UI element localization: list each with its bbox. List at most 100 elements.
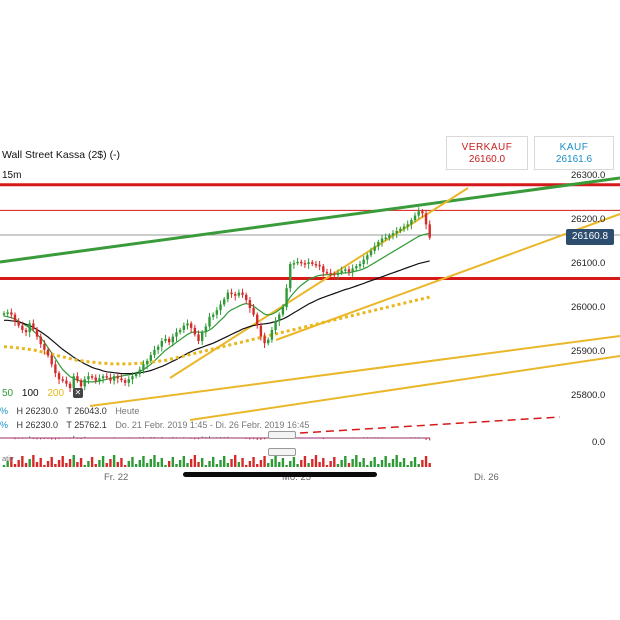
volume-bar bbox=[204, 465, 208, 467]
y-tick-label: 25900.0 bbox=[571, 346, 606, 357]
oscillator-dashed-line bbox=[299, 416, 561, 434]
candle-body bbox=[211, 314, 215, 317]
volume-bar bbox=[358, 462, 362, 467]
candle bbox=[61, 376, 64, 383]
y-tick-label: 25800.0 bbox=[571, 390, 606, 401]
volume-bar bbox=[101, 456, 105, 467]
candle-body bbox=[134, 374, 138, 377]
volume-bar bbox=[153, 455, 156, 467]
volume-bar bbox=[311, 459, 314, 467]
volume-bar bbox=[164, 465, 167, 467]
candle bbox=[384, 233, 387, 241]
candle bbox=[219, 300, 222, 316]
timeframe-label[interactable]: 15m bbox=[2, 170, 22, 181]
volume-bar bbox=[83, 465, 86, 467]
candle-body bbox=[355, 266, 358, 269]
candle-body bbox=[428, 224, 431, 238]
candle bbox=[369, 247, 373, 258]
candle-body bbox=[123, 380, 127, 383]
volume-bar bbox=[61, 456, 64, 467]
candle bbox=[57, 370, 61, 385]
candle bbox=[94, 374, 97, 384]
candle-body bbox=[263, 336, 266, 344]
candle-body bbox=[388, 235, 391, 238]
candle bbox=[76, 372, 79, 383]
candle-body bbox=[318, 264, 321, 267]
candle-body bbox=[87, 376, 90, 380]
candle bbox=[311, 260, 314, 267]
candle bbox=[35, 326, 39, 340]
volume-bar bbox=[142, 456, 145, 467]
candle bbox=[248, 297, 252, 313]
candle bbox=[171, 333, 175, 347]
candle-body bbox=[223, 299, 226, 305]
candle-body bbox=[83, 379, 86, 387]
buy-quote-button[interactable]: KAUF 26161.6 bbox=[534, 136, 614, 170]
volume-bar bbox=[289, 461, 292, 467]
close-icon[interactable]: ✕ bbox=[72, 388, 83, 399]
candle bbox=[43, 340, 46, 355]
candle bbox=[98, 374, 101, 385]
ma-legend-50[interactable]: 50 bbox=[2, 388, 14, 399]
volume-bar bbox=[76, 462, 79, 467]
candle-body bbox=[109, 377, 112, 381]
volume-bar bbox=[428, 463, 431, 467]
candle-body bbox=[189, 323, 193, 328]
candle bbox=[329, 268, 332, 277]
candle-body bbox=[72, 376, 75, 389]
volume-bar bbox=[32, 455, 35, 467]
volume-resize-handle[interactable] bbox=[268, 448, 296, 456]
candle bbox=[13, 312, 17, 327]
volume-bar bbox=[307, 463, 310, 467]
candle-body bbox=[417, 211, 420, 216]
volume-bar bbox=[285, 465, 288, 467]
candle bbox=[362, 255, 365, 268]
candle-body bbox=[289, 264, 292, 289]
candle bbox=[186, 319, 189, 330]
volume-bar bbox=[369, 461, 373, 467]
candle bbox=[211, 312, 215, 320]
volume-bar bbox=[362, 458, 365, 467]
candle bbox=[303, 260, 307, 268]
stat-pct: % bbox=[0, 420, 9, 430]
candle bbox=[200, 330, 204, 345]
candle-body bbox=[153, 349, 156, 356]
candle-body bbox=[329, 272, 332, 275]
candle-body bbox=[336, 272, 340, 275]
volume-bar bbox=[6, 461, 9, 467]
candle-body bbox=[395, 231, 398, 234]
candle-body bbox=[292, 263, 296, 265]
oscillator-resize-handle[interactable] bbox=[268, 431, 296, 439]
volume-bar bbox=[377, 464, 380, 467]
candles-layer bbox=[2, 207, 431, 393]
volume-bar bbox=[384, 456, 387, 467]
sell-value: 26160.0 bbox=[468, 154, 506, 165]
trendline-yellow-lower bbox=[89, 335, 620, 407]
moving-averages-layer bbox=[3, 232, 431, 383]
ma-legend-200[interactable]: 200 bbox=[47, 388, 65, 399]
volume-bar bbox=[278, 462, 281, 467]
volume-bar bbox=[98, 460, 101, 467]
candle bbox=[10, 308, 13, 319]
candle-body bbox=[314, 264, 318, 266]
candle-body bbox=[391, 233, 395, 236]
sell-quote-button[interactable]: VERKAUF 26160.0 bbox=[446, 136, 528, 170]
volume-bar bbox=[237, 462, 241, 467]
candle-body bbox=[54, 364, 57, 374]
volume-bar bbox=[160, 458, 164, 467]
y-tick-label: 26200.0 bbox=[571, 214, 606, 225]
candle-body bbox=[6, 312, 9, 314]
candle bbox=[355, 264, 358, 271]
volume-bar bbox=[234, 455, 237, 467]
instrument-title: Wall Street Kassa (2$) (-) bbox=[2, 149, 121, 161]
volume-bar bbox=[156, 462, 160, 467]
volume-bar bbox=[50, 457, 53, 467]
candle bbox=[32, 319, 35, 332]
candle bbox=[131, 372, 134, 385]
home-indicator[interactable] bbox=[183, 472, 377, 477]
candle-body bbox=[384, 237, 387, 240]
volume-bar bbox=[281, 458, 285, 467]
ma-legend-100[interactable]: 100 bbox=[21, 388, 39, 399]
volume-bar bbox=[79, 458, 83, 467]
